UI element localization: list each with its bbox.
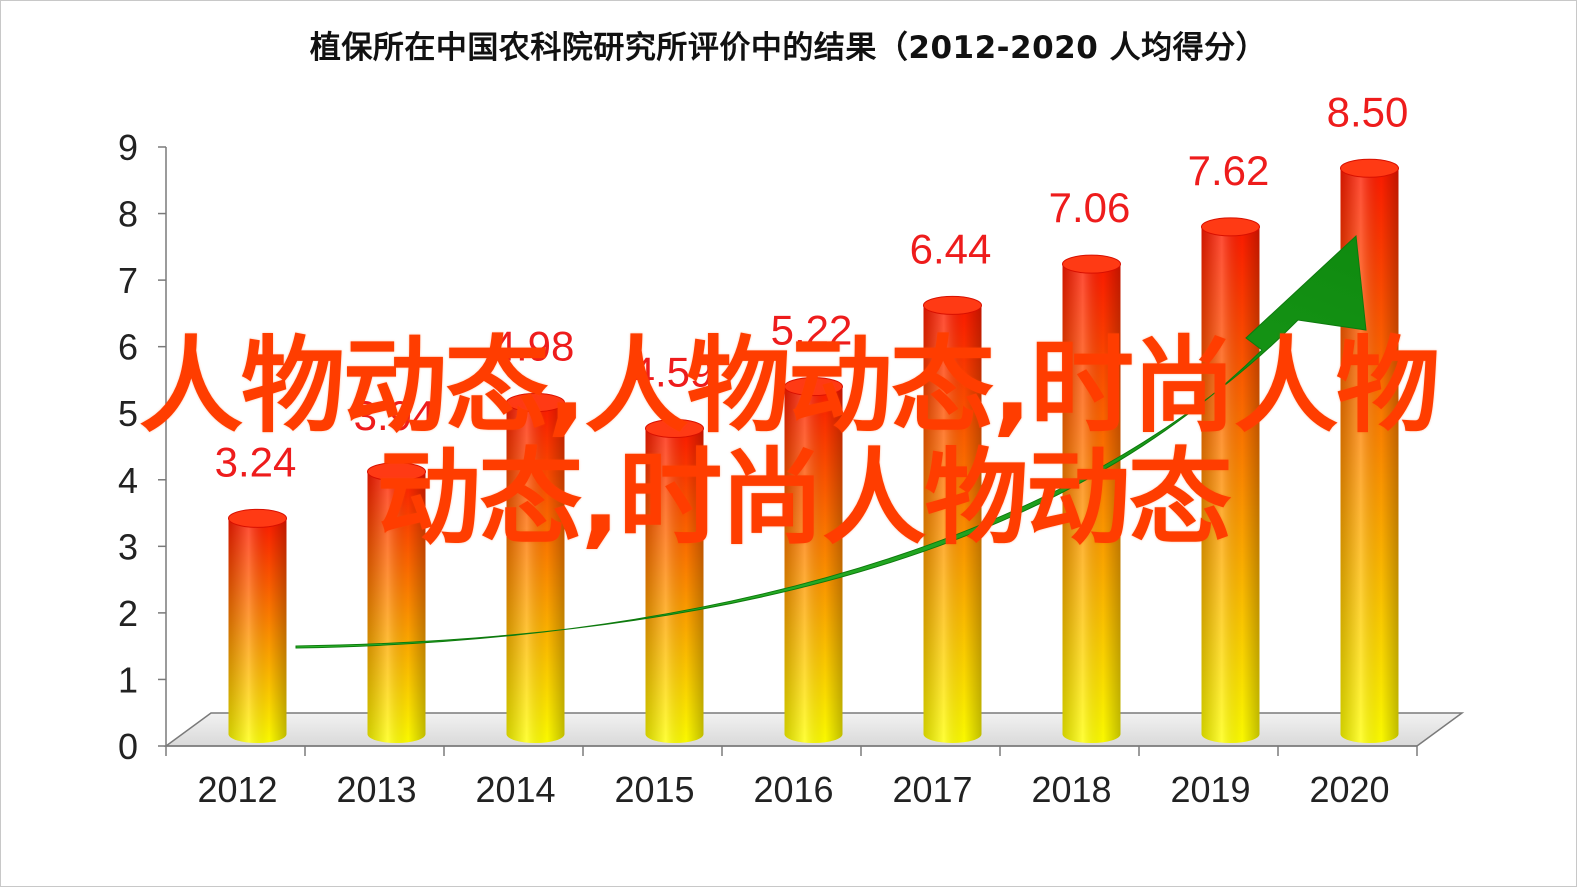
bar-shading <box>506 402 565 743</box>
data-label: 8.50 <box>1327 88 1409 135</box>
bar-shading <box>1201 226 1260 743</box>
bar-2014 <box>506 393 565 743</box>
bar-shading <box>228 518 287 743</box>
bar-2012 <box>228 508 287 743</box>
x-tick-label: 2012 <box>197 769 277 810</box>
x-tick-label: 2019 <box>1170 769 1250 810</box>
bar-top <box>506 393 565 413</box>
bar-2016 <box>784 377 843 743</box>
bar-shading <box>784 386 843 743</box>
bar-shading <box>645 428 704 743</box>
x-tick-label: 2018 <box>1031 769 1111 810</box>
y-tick-label: 0 <box>118 726 138 767</box>
bar-top <box>1340 158 1399 178</box>
x-tick-label: 2020 <box>1309 769 1389 810</box>
y-tick-label: 6 <box>118 327 138 368</box>
bar-2015 <box>645 419 704 743</box>
data-label: 6.44 <box>910 225 992 272</box>
y-tick-label: 9 <box>118 127 138 168</box>
x-tick-label: 2014 <box>475 769 555 810</box>
trend-arrow-shape <box>295 234 1367 649</box>
bar-2017 <box>923 295 982 743</box>
bar-shading <box>923 305 982 743</box>
data-label: 3.94 <box>354 392 436 439</box>
y-tick-label: 4 <box>118 460 138 501</box>
data-label: 5.22 <box>771 307 853 354</box>
data-label: 7.06 <box>1049 184 1131 231</box>
y-tick-label: 8 <box>118 194 138 235</box>
y-tick-label: 3 <box>118 526 138 567</box>
data-label: 3.24 <box>215 438 297 485</box>
x-tick-label: 2016 <box>753 769 833 810</box>
y-tick-label: 2 <box>118 593 138 634</box>
bar-2019 <box>1201 217 1260 743</box>
bar-top <box>923 295 982 315</box>
bar-shading <box>367 471 426 743</box>
trend-arrow <box>295 234 1367 649</box>
bar-2013 <box>367 462 426 743</box>
bar-top <box>1062 254 1121 274</box>
bar-top <box>645 419 704 439</box>
chart-title: 植保所在中国农科院研究所评价中的结果（2012-2020 人均得分） <box>309 30 1268 66</box>
y-tick-label: 7 <box>118 260 138 301</box>
bar-2018 <box>1062 254 1121 743</box>
y-tick-label: 5 <box>118 393 138 434</box>
bars <box>228 158 1399 743</box>
bar-top <box>1201 217 1260 237</box>
bar-shading <box>1062 264 1121 743</box>
data-labels: 3.24 3.94 4.98 4.59 5.22 6.44 7.06 7.62 8.50 <box>215 88 1409 485</box>
bar-top <box>367 462 426 482</box>
data-label: 7.62 <box>1188 147 1270 194</box>
x-tick-label: 2015 <box>614 769 694 810</box>
x-tick-label: 2017 <box>892 769 972 810</box>
y-tick-label: 1 <box>118 659 138 700</box>
data-label: 4.59 <box>632 349 714 396</box>
axes: 0 1 2 3 4 5 6 7 8 9 2012 2013 2014 2015 2016 2017 2018 20… <box>118 127 1418 810</box>
bar-top <box>784 377 843 397</box>
x-tick-label: 2013 <box>336 769 416 810</box>
data-label: 4.98 <box>493 323 575 370</box>
bar-top <box>228 508 287 528</box>
